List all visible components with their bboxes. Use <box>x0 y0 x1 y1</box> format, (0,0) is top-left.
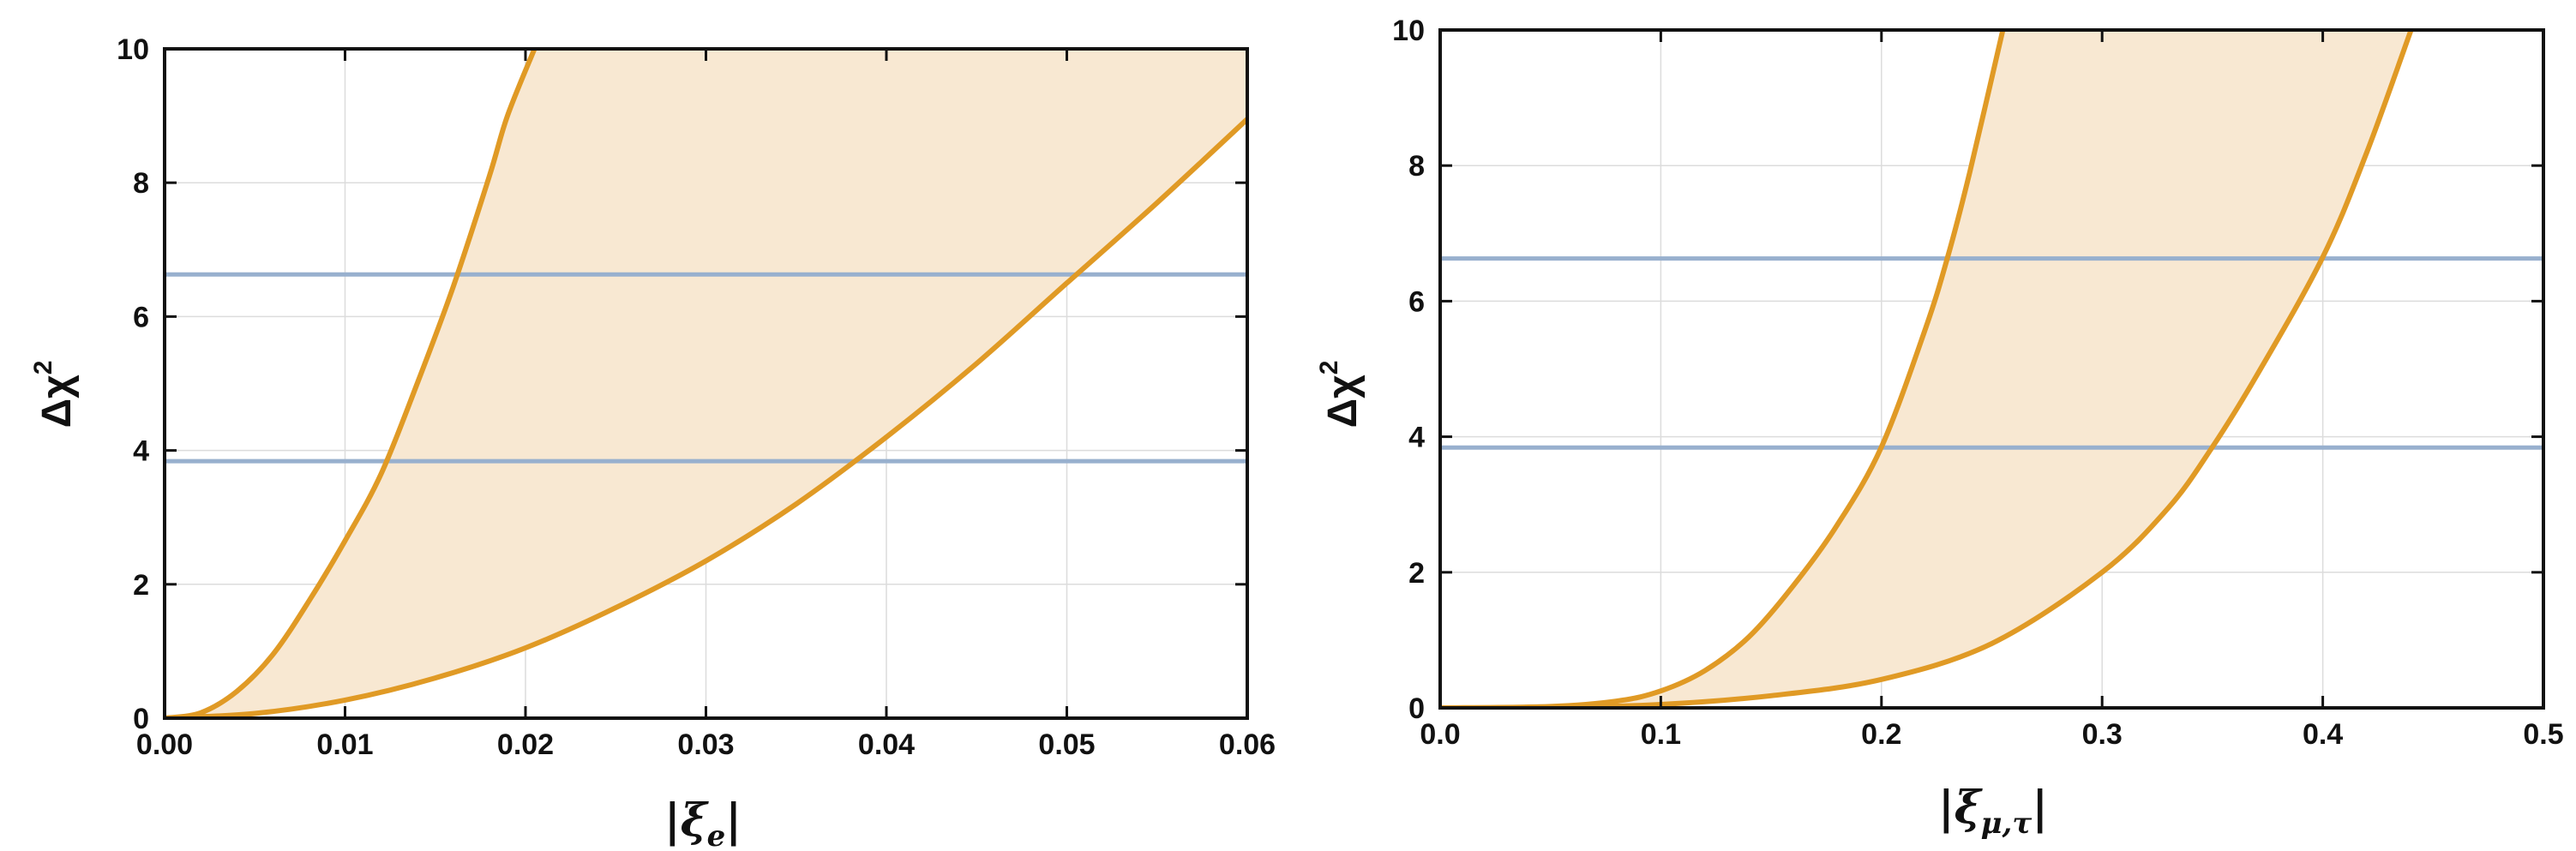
y-axis-label-left: Δχ2 <box>29 361 80 428</box>
upper-curve <box>1440 30 2006 708</box>
x-tick-label: 0.1 <box>1641 718 1681 751</box>
allowed-band <box>165 49 1247 718</box>
y-tick-label: 8 <box>1408 150 1425 183</box>
x-tick-label: 0.0 <box>1420 718 1460 751</box>
x-tick-label: 0.05 <box>1038 728 1095 761</box>
lower-curve <box>165 117 1247 718</box>
y-tick-label: 10 <box>1392 15 1425 47</box>
x-tick-label: 0.5 <box>2523 718 2563 751</box>
chart-panel-left: Δχ2 |ξe| 0.00 0.01 0.02 0.03 0.04 0.05 0.06 0 2 4… <box>29 33 1276 851</box>
y-tick-label: 6 <box>1408 285 1425 318</box>
x-tick-label: 0.04 <box>858 728 915 761</box>
x-tick-label: 0.02 <box>497 728 554 761</box>
allowed-band <box>1440 30 2543 708</box>
x-tick-label: 0.03 <box>677 728 734 761</box>
y-tick-label: 8 <box>133 167 149 200</box>
x-tick-label: 0.01 <box>316 728 373 761</box>
x-tick-label: 0.06 <box>1219 728 1276 761</box>
upper-curve <box>165 49 537 718</box>
y-tick-label: 0 <box>1408 692 1425 725</box>
y-tick-label: 6 <box>133 301 149 333</box>
y-tick-label: 4 <box>1408 422 1425 454</box>
y-tick-label: 2 <box>1408 557 1425 590</box>
y-tick-label: 2 <box>133 569 149 602</box>
x-tick-label: 0.2 <box>1861 718 1901 751</box>
y-tick-label: 10 <box>117 33 149 66</box>
chart-panel-right: Δχ2 |ξμ,τ| 0.0 0.1 0.2 0.3 0.4 0.5 0 2 4 6 8 10 <box>1315 15 2564 841</box>
y-axis-label-right: Δχ2 <box>1315 361 1366 428</box>
plot-frame <box>1438 28 2545 710</box>
x-axis-label-left: |ξe| <box>664 794 742 851</box>
x-tick-label: 0.00 <box>136 728 193 761</box>
x-axis-label-right: |ξμ,τ| <box>1938 782 2048 841</box>
y-tick-label: 4 <box>133 435 149 468</box>
x-tick-label: 0.3 <box>2082 718 2123 751</box>
y-tick-label: 0 <box>133 703 149 735</box>
x-tick-label: 0.4 <box>2303 718 2343 751</box>
